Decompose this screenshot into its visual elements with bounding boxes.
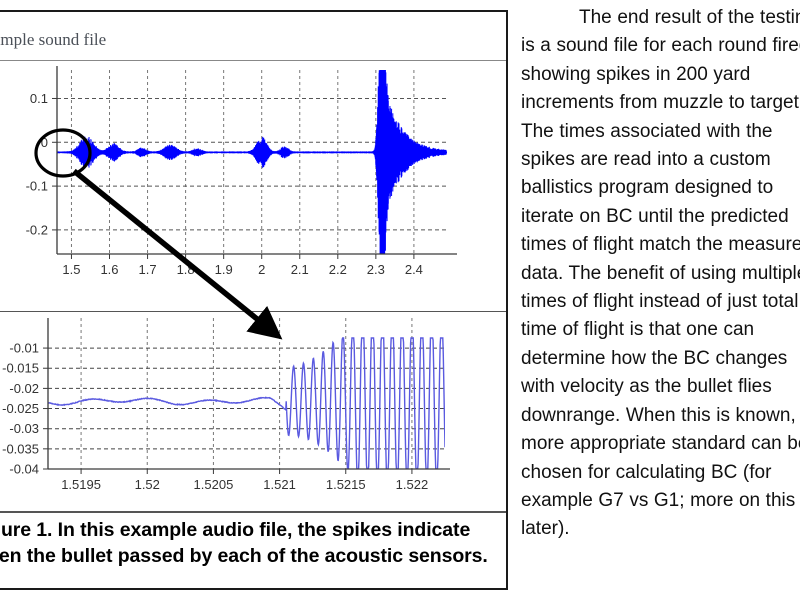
- body-paragraph: The end result of the testing is a sound…: [521, 7, 800, 540]
- lower-xtick-label: 1.522: [396, 477, 429, 492]
- upper-xtick-label: 1.7: [139, 262, 157, 277]
- lower-xtick-label: 1.5195: [61, 477, 101, 492]
- lower-xtick-label: 1.52: [135, 477, 160, 492]
- upper-xtick-label: 1.9: [215, 262, 233, 277]
- figure-container: Example sound file 1.5 1.6 1.7 1.8 1.9 2 2.1 2.…: [0, 10, 508, 590]
- lower-waveform-svg: 1.5195 1.52 1.5205 1.521 1.5215 1.522 -0.01 -0.…: [2, 318, 450, 492]
- upper-ytick-label: -0.2: [26, 222, 48, 237]
- upper-ytick-label: 0.1: [30, 91, 48, 106]
- upper-plot-area: 1.5 1.6 1.7 1.8 1.9 2 2.1 2.2 2.3 2.4 0.1 0 -0.1 -0.2: [0, 64, 506, 312]
- lower-xtick-label: 1.5205: [194, 477, 234, 492]
- upper-ytick-label: -0.1: [26, 179, 48, 194]
- lower-ytick-label: -0.01: [9, 341, 39, 356]
- upper-waveform-svg: 1.5 1.6 1.7 1.8 1.9 2 2.1 2.2 2.3 2.4 0.1 0 -0.1 -0.2: [26, 66, 457, 277]
- lower-chart-panel: 1.5195 1.52 1.5205 1.521 1.5215 1.522 -0.01 -0.…: [0, 312, 506, 512]
- upper-xtick-label: 2.2: [329, 262, 347, 277]
- upper-xtick-label: 1.6: [100, 262, 118, 277]
- upper-xtick-label: 1.8: [177, 262, 195, 277]
- upper-xtick-label: 1.5: [62, 262, 80, 277]
- upper-xtick-label: 2: [258, 262, 265, 277]
- lower-ytick-label: -0.02: [9, 381, 39, 396]
- upper-xtick-label: 2.4: [405, 262, 423, 277]
- lower-ytick-label: -0.04: [9, 462, 39, 477]
- figure-caption: Figure 1. In this example audio file, th…: [0, 519, 488, 567]
- lower-ytick-label: -0.015: [2, 361, 39, 376]
- lower-xtick-label: 1.5215: [326, 477, 366, 492]
- upper-xtick-label: 2.1: [291, 262, 309, 277]
- figure-caption-box: Figure 1. In this example audio file, th…: [0, 512, 506, 588]
- lower-ytick-label: -0.035: [2, 441, 39, 456]
- lower-plot-area: 1.5195 1.52 1.5205 1.521 1.5215 1.522 -0.01 -0.…: [0, 312, 506, 512]
- chart-title: Example sound file: [0, 30, 107, 49]
- lower-ytick-label: -0.03: [9, 421, 39, 436]
- lower-ytick-label: -0.025: [2, 401, 39, 416]
- upper-ytick-label: 0: [41, 135, 48, 150]
- title-divider: [0, 60, 506, 61]
- lower-xtick-label: 1.521: [263, 477, 296, 492]
- upper-xtick-label: 2.3: [367, 262, 385, 277]
- upper-chart-panel: Example sound file 1.5 1.6 1.7 1.8 1.9 2 2.1 2.…: [0, 12, 506, 312]
